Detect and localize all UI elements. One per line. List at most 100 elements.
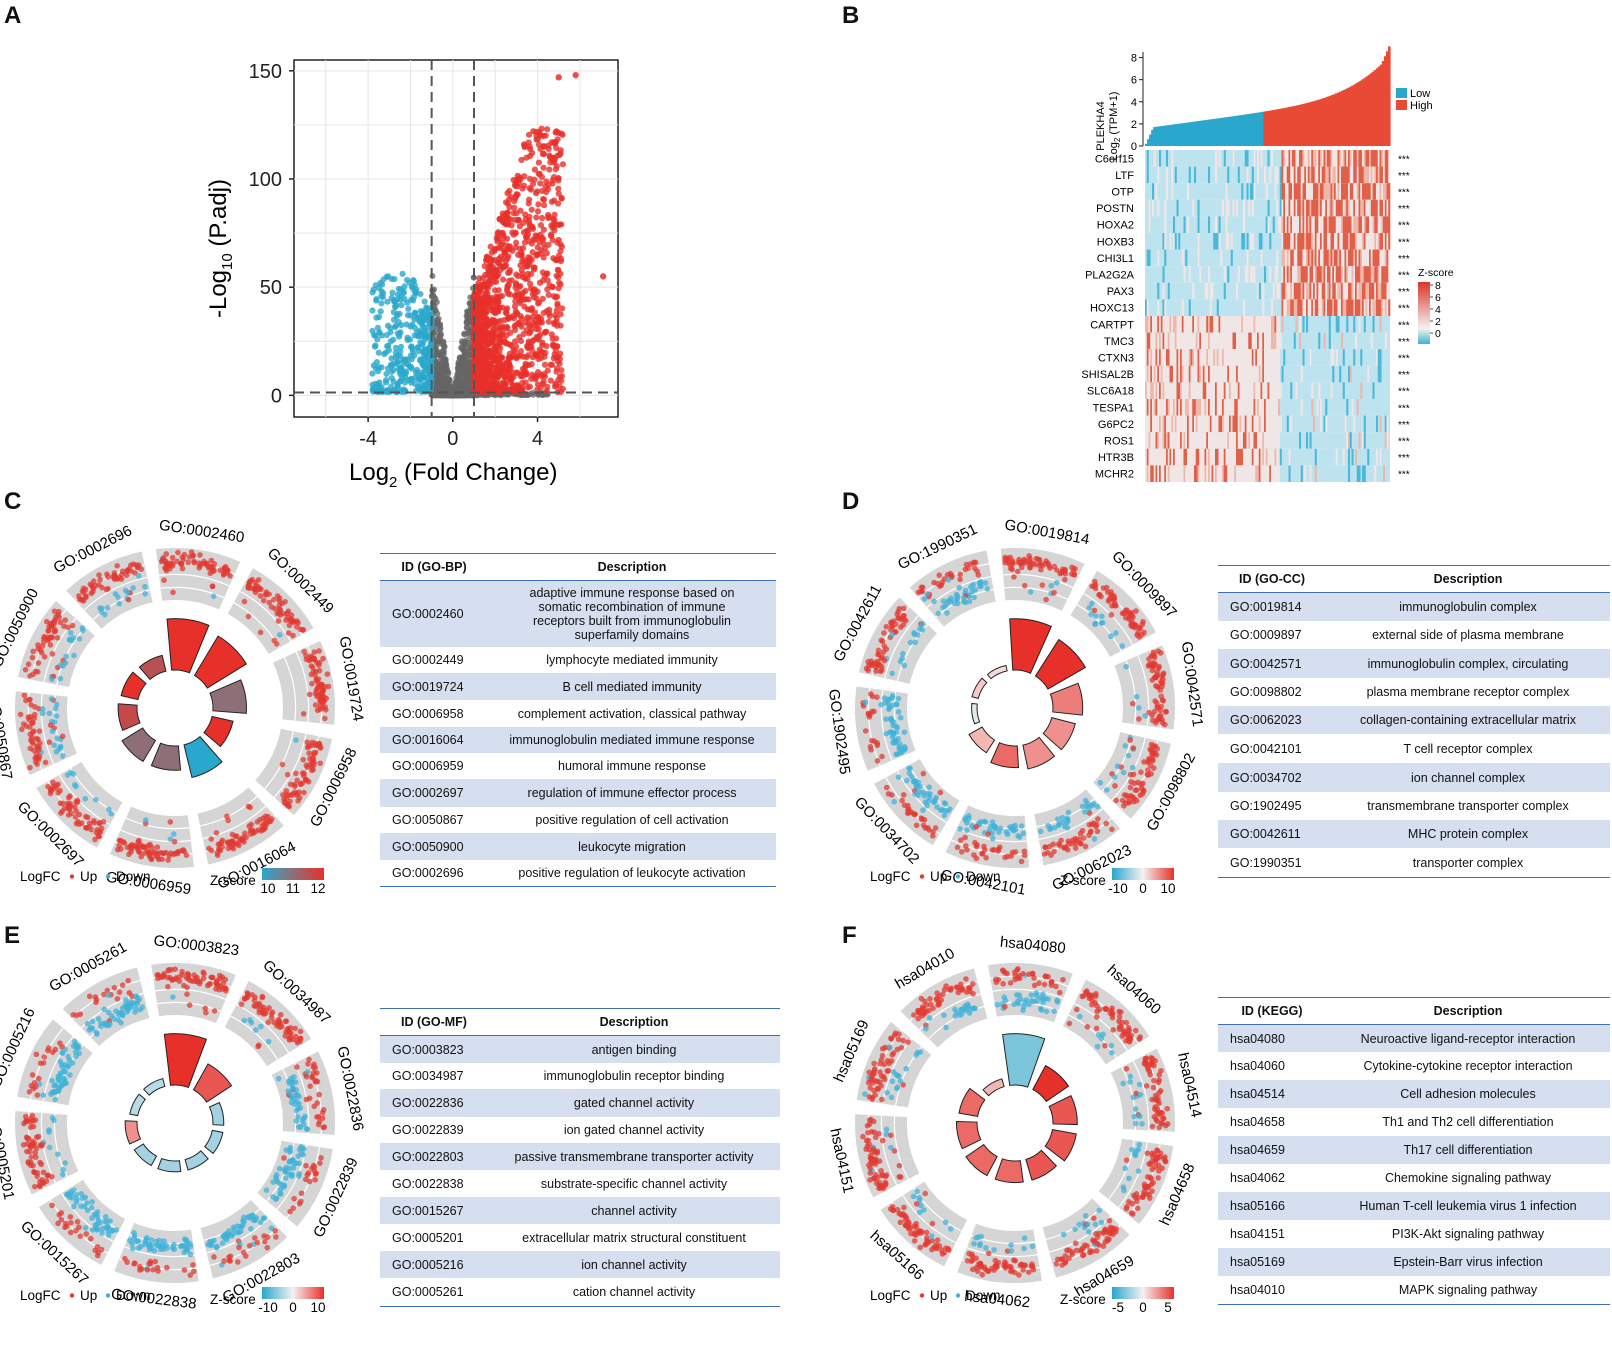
heatmap-cell — [1351, 299, 1354, 316]
heatmap-cell — [1374, 183, 1377, 200]
heatmap-cell — [1349, 183, 1352, 200]
heatmap-cell — [1374, 199, 1377, 217]
heatmap-cell — [1145, 332, 1148, 350]
heatmap-cell — [1220, 448, 1223, 466]
heatmap-cell — [1379, 249, 1382, 267]
heatmap-cell — [1274, 399, 1277, 416]
heatmap-cell — [1285, 233, 1288, 250]
heatmap-cell — [1159, 150, 1162, 167]
heatmap-cell — [1250, 183, 1253, 200]
heatmap-cell — [1311, 282, 1314, 300]
heatmap-cell — [1152, 432, 1155, 449]
heatmap-cell — [1346, 216, 1349, 233]
heatmap-cell — [1358, 166, 1361, 184]
heatmap-cell — [1267, 216, 1270, 233]
heatmap-cell — [1320, 199, 1323, 217]
heatmap-cell — [1232, 365, 1235, 383]
heatmap-cell — [1300, 233, 1303, 250]
heatmap-cell — [1230, 365, 1233, 383]
heatmap-cell — [1166, 465, 1169, 482]
heatmap-cell — [1246, 266, 1249, 283]
heatmap-cell — [1363, 432, 1366, 449]
heatmap-cell — [1162, 448, 1165, 466]
heatmap-cell — [1293, 166, 1296, 184]
heatmap-cell — [1213, 448, 1216, 466]
heatmap-cell — [1215, 233, 1218, 250]
heatmap-cell — [1363, 249, 1366, 267]
heatmap-cell — [1145, 432, 1148, 449]
heatmap-cell — [1300, 166, 1303, 184]
heatmap-cell — [1269, 365, 1272, 383]
zscore-legend-title: Z-score — [1418, 267, 1454, 279]
heatmap-cell — [1248, 432, 1251, 449]
heatmap-cell — [1248, 199, 1251, 217]
heatmap-cell — [1337, 282, 1340, 300]
heatmap-cell — [1388, 199, 1391, 217]
heatmap-cell — [1348, 282, 1351, 300]
heatmap-cell — [1204, 432, 1207, 449]
heatmap-cell — [1146, 316, 1149, 333]
heatmap-cell — [1269, 266, 1272, 283]
heatmap-cell — [1213, 349, 1216, 366]
heatmap-cell — [1297, 216, 1300, 233]
heatmap-bar-ylabel-units: Log2 (TPM+1) — [1108, 92, 1122, 161]
heatmap-cell — [1171, 349, 1174, 366]
heatmap-cell — [1376, 282, 1379, 300]
heatmap-cell — [1372, 299, 1375, 316]
panel-label-a: A — [4, 2, 22, 29]
heatmap-cell — [1313, 282, 1316, 300]
heatmap-cell — [1192, 399, 1195, 416]
heatmap-cell — [1167, 448, 1170, 466]
heatmap-cell — [1304, 299, 1307, 316]
heatmap-cell — [1318, 299, 1321, 316]
heatmap-cell — [1278, 216, 1281, 233]
heatmap-cell — [1376, 249, 1379, 267]
heatmap-cell — [1169, 316, 1172, 333]
heatmap-gene-label: HTR3B — [1098, 452, 1134, 464]
heatmap-cell — [1213, 316, 1216, 333]
heatmap-cell — [1379, 349, 1382, 366]
heatmap-cell — [1164, 199, 1167, 217]
heatmap-cell — [1274, 316, 1277, 333]
heatmap-cell — [1166, 349, 1169, 366]
heatmap-cell — [1374, 299, 1377, 316]
heatmap-cell — [1320, 299, 1323, 316]
heatmap-cell — [1181, 415, 1184, 433]
heatmap-cell — [1167, 316, 1170, 333]
heatmap-cell — [1183, 332, 1186, 350]
heatmap-cell — [1258, 233, 1261, 250]
heatmap-cell — [1309, 216, 1312, 233]
heatmap-cell — [1178, 432, 1181, 449]
heatmap-cell — [1244, 150, 1247, 167]
heatmap-cell — [1379, 415, 1382, 433]
heatmap-cell — [1197, 216, 1200, 233]
heatmap-cell — [1215, 365, 1218, 383]
heatmap-cell — [1215, 349, 1218, 366]
heatmap-cell — [1360, 233, 1363, 250]
heatmap-cell — [1286, 150, 1289, 167]
heatmap-cell — [1328, 183, 1331, 200]
heatmap-cell — [1194, 365, 1197, 383]
heatmap-cell — [1176, 349, 1179, 366]
heatmap-cell — [1314, 282, 1317, 300]
heatmap-cell — [1236, 399, 1239, 416]
heatmap-cell — [1157, 316, 1160, 333]
heatmap-cell — [1334, 199, 1337, 217]
heatmap-cell — [1307, 249, 1310, 267]
heatmap-cell — [1192, 432, 1195, 449]
heatmap-gene-label: CTXN3 — [1098, 353, 1134, 365]
heatmap-cell — [1253, 365, 1256, 383]
heatmap-cell — [1232, 432, 1235, 449]
heatmap-cell — [1376, 448, 1379, 466]
heatmap-cell — [1283, 166, 1286, 184]
scatter-point-down — [210, 593, 217, 600]
heatmap-cell — [1244, 432, 1247, 449]
heatmap-cell — [1204, 399, 1207, 416]
heatmap-cell — [1251, 432, 1254, 449]
heatmap-cell — [1283, 249, 1286, 267]
heatmap-cell — [1360, 282, 1363, 300]
heatmap-cell — [1227, 465, 1230, 482]
heatmap-cell — [1255, 432, 1258, 449]
heatmap-cell — [1150, 465, 1153, 482]
heatmap-cell — [1155, 382, 1158, 399]
